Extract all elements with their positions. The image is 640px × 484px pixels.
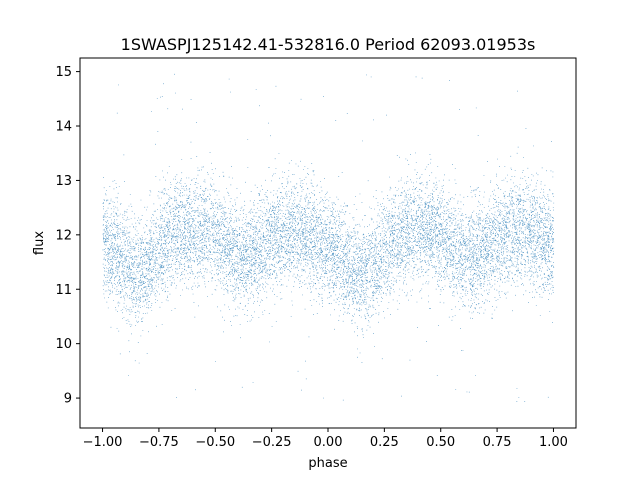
- x-tick-label: 0.75: [483, 435, 512, 450]
- x-axis: −1.00 −0.75 −0.50 −0.25 0.00 0.25 0.50 0.75 1.00: [83, 428, 568, 450]
- y-tick-label: 14: [55, 120, 72, 135]
- x-tick-label: −0.25: [252, 435, 292, 450]
- y-axis-title: flux: [32, 231, 47, 255]
- x-tick-label: 0.00: [314, 435, 343, 450]
- y-axis: 9 10 11 12 13 14 15: [55, 65, 80, 407]
- x-tick-label: −0.75: [139, 435, 179, 450]
- x-axis-title: phase: [308, 456, 347, 471]
- flux-data-points: [102, 73, 555, 403]
- y-tick-label: 11: [55, 283, 72, 298]
- y-tick-label: 13: [55, 174, 72, 189]
- x-tick-label: −1.00: [83, 435, 123, 450]
- y-tick-label: 15: [55, 65, 72, 80]
- scatter-points: [102, 73, 555, 403]
- x-tick-label: 0.50: [426, 435, 455, 450]
- x-tick-label: 0.25: [370, 435, 399, 450]
- y-tick-label: 10: [55, 337, 72, 352]
- x-tick-label: −0.50: [195, 435, 235, 450]
- chart-title: 1SWASPJ125142.41-532816.0 Period 62093.0…: [121, 35, 536, 54]
- y-tick-label: 12: [55, 228, 72, 243]
- x-tick-label: 1.00: [539, 435, 568, 450]
- y-tick-label: 9: [64, 392, 72, 407]
